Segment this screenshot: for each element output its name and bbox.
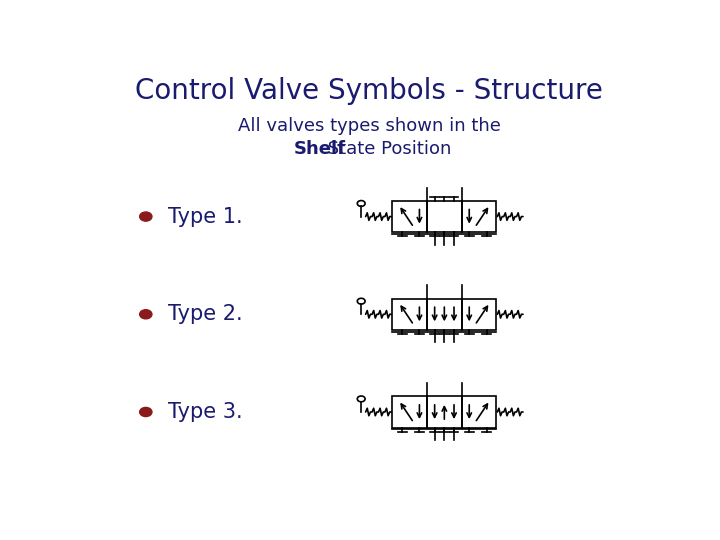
- Text: Type 1.: Type 1.: [168, 207, 243, 227]
- Text: All valves types shown in the: All valves types shown in the: [238, 117, 500, 135]
- Bar: [462, 396, 496, 428]
- Circle shape: [140, 310, 152, 319]
- Bar: [392, 299, 427, 330]
- Text: State Position: State Position: [322, 140, 451, 158]
- Bar: [427, 201, 462, 232]
- Bar: [392, 396, 427, 428]
- Text: Shelf: Shelf: [294, 140, 346, 158]
- Text: Type 3.: Type 3.: [168, 402, 243, 422]
- Bar: [427, 299, 462, 330]
- Bar: [462, 299, 496, 330]
- Bar: [427, 396, 462, 428]
- Bar: [392, 201, 427, 232]
- Circle shape: [140, 212, 152, 221]
- Text: Control Valve Symbols - Structure: Control Valve Symbols - Structure: [135, 77, 603, 105]
- Circle shape: [140, 407, 152, 416]
- Bar: [462, 201, 496, 232]
- Text: Type 2.: Type 2.: [168, 304, 243, 325]
